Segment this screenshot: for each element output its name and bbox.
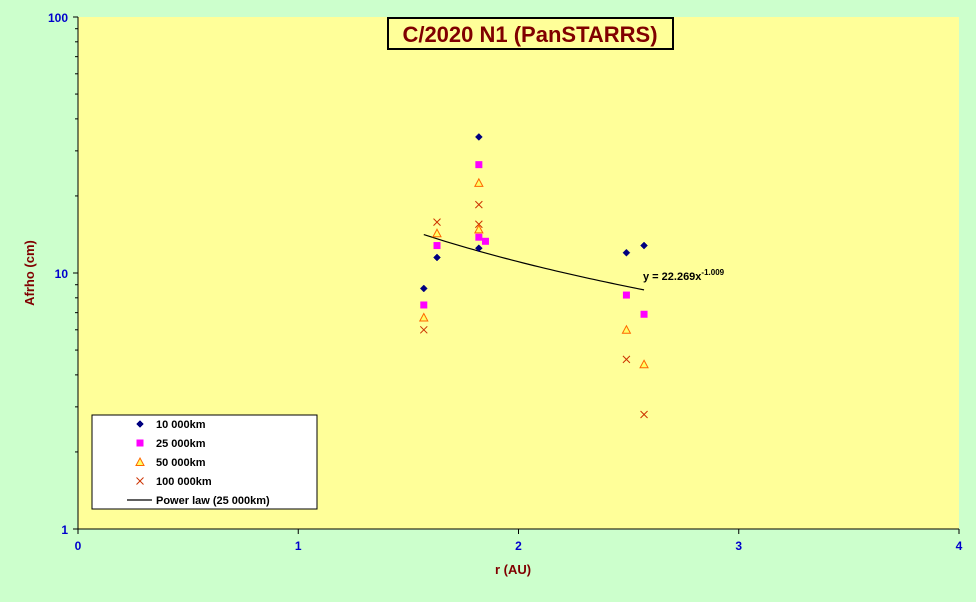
legend-label-100000km: 100 000km [156,476,212,488]
x-axis-label: r (AU) [495,562,531,577]
data-point-10000km [433,253,441,262]
legend-box [91,414,318,510]
points-layer [418,133,649,419]
data-point-25000km [481,237,489,245]
legend-marker-10000km [136,420,144,428]
x-tick-label: 2 [515,539,522,553]
y-tick-label: 100 [48,11,68,25]
chart-title: C/2020 N1 (PanSTARRS) [402,22,657,47]
data-point-10000km [640,241,648,250]
data-point-10000km [475,133,483,141]
data-point-100000km [419,325,428,334]
data-point-50000km [474,177,484,187]
data-point-100000km [640,410,648,419]
data-point-50000km [418,312,429,322]
legend-marker-100000km [136,477,144,485]
data-point-25000km [640,310,648,318]
y-axis-label: Afrho (cm) [22,240,37,306]
x-tick-label: 3 [735,539,742,553]
data-point-10000km [475,244,483,253]
x-marker-stroke [640,410,648,419]
y-tick-label: 1 [61,523,68,537]
data-point-10000km [622,248,631,257]
data-point-25000km [475,161,483,169]
power-law-fit-line [423,234,645,291]
data-point-25000km [420,301,428,309]
fit-layer [423,234,645,291]
legend-label-25000km: 25 000km [156,438,206,450]
y-tick-label: 10 [55,267,69,281]
legend-label-10000km: 10 000km [156,419,206,431]
legend-label-power-law: Power law (25 000km) [156,495,270,507]
legend-markers [127,420,152,501]
data-point-25000km [433,242,441,250]
data-point-25000km [622,291,630,299]
title-box [387,17,674,50]
data-point-50000km [474,224,484,234]
data-point-50000km [639,359,649,369]
x-marker-stroke [433,218,441,226]
fit-equation-base: y = 22.269x [643,271,702,283]
fit-equation: y = 22.269x-1.009 [643,268,725,283]
data-point-100000km [475,200,483,209]
data-point-50000km [621,324,632,334]
legend: 10 000km 25 000km 50 000km 100 000km Pow… [91,414,318,510]
x-tick-label: 4 [956,539,963,553]
legend-marker-25000km [136,439,144,447]
x-tick-label: 0 [75,539,82,553]
x-marker-stroke [622,355,631,364]
data-point-100000km [475,220,483,229]
x-marker-stroke [136,477,144,485]
data-point-100000km [433,218,441,226]
data-point-100000km [622,355,631,364]
legend-label-50000km: 50 000km [156,457,206,469]
x-marker-stroke [475,220,483,229]
data-point-10000km [419,284,428,293]
x-marker-stroke [475,200,483,209]
x-marker-stroke [419,325,428,334]
legend-marker-50000km [135,456,145,466]
x-tick-label: 1 [295,539,302,553]
data-point-50000km [432,228,442,238]
data-point-25000km [475,233,483,241]
fit-equation-exponent: -1.009 [701,268,724,277]
